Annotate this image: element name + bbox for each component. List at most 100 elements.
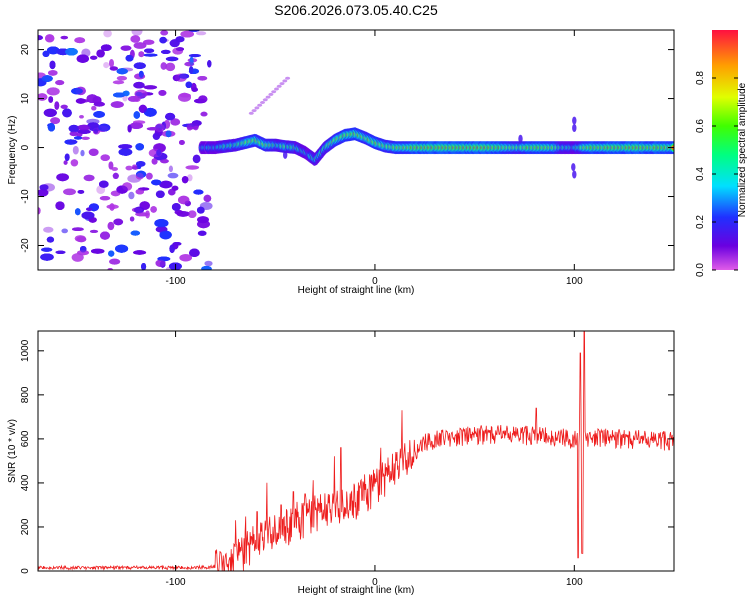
noise-cell: [110, 101, 124, 108]
noise-cell: [63, 188, 76, 196]
noise-cell: [125, 165, 133, 171]
noise-cell: [69, 131, 79, 137]
noise-cell: [87, 122, 99, 129]
noise-cell: [38, 207, 41, 215]
noise-cell: [189, 56, 194, 66]
noise-cell: [158, 90, 167, 96]
noise-cell: [75, 98, 86, 104]
noise-cell: [133, 42, 147, 49]
noise-cell: [184, 200, 191, 207]
noise-cell: [203, 194, 212, 202]
noise-cell: [150, 206, 157, 213]
noise-cell: [112, 172, 119, 179]
noise-cell: [71, 253, 84, 262]
noise-cell: [176, 47, 184, 51]
noise-cell: [48, 70, 58, 76]
noise-cell: [89, 229, 99, 233]
noise-cell: [135, 188, 144, 195]
noise-cell: [171, 185, 179, 191]
noise-cell: [93, 101, 105, 107]
noise-cell: [75, 133, 83, 137]
noise-cell: [92, 96, 102, 105]
noise-cell: [178, 195, 190, 205]
noise-cell: [48, 96, 54, 103]
noise-cell: [79, 115, 84, 119]
noise-cell: [184, 200, 191, 207]
noise-cell: [185, 165, 200, 170]
noise-cell: [197, 230, 207, 236]
noise-cell: [90, 55, 98, 60]
noise-cell: [106, 204, 119, 209]
spectrogram-x-label: Height of straight line (km): [298, 285, 415, 296]
noise-cell: [112, 172, 119, 179]
noise-cell: [108, 161, 114, 170]
noise-cell: [100, 154, 110, 161]
noise-cell: [151, 179, 162, 186]
noise-cell: [89, 229, 99, 233]
noise-cell: [120, 45, 132, 51]
noise-cell: [153, 143, 166, 153]
noise-cell: [200, 111, 208, 117]
noise-cell: [125, 54, 134, 62]
noise-cell: [109, 258, 121, 265]
noise-cell: [99, 196, 111, 201]
noise-cell: [86, 94, 98, 103]
noise-cell: [77, 250, 89, 256]
noise-cell: [176, 47, 184, 51]
noise-cell: [198, 95, 208, 103]
snr-series-line: [38, 331, 674, 571]
noise-cell: [268, 92, 274, 96]
noise-cell: [143, 107, 157, 117]
noise-cell: [133, 250, 147, 255]
noise-cell: [178, 92, 191, 102]
noise-cell: [180, 30, 194, 38]
noise-cell: [112, 80, 125, 85]
noise-cell: [110, 101, 124, 108]
noise-cell: [63, 160, 68, 165]
noise-cell: [150, 206, 157, 213]
noise-cell: [207, 60, 212, 68]
noise-cell: [90, 55, 98, 60]
ridge-cell: [572, 124, 577, 132]
noise-cell: [160, 62, 167, 70]
snr-x-ticks: -100 0 100: [166, 331, 583, 588]
noise-cell: [158, 90, 167, 96]
noise-cell: [200, 111, 208, 117]
noise-cell: [109, 258, 121, 265]
noise-cell: [176, 47, 184, 51]
noise-cell: [153, 143, 166, 153]
snr-x-label: Height of straight line (km): [298, 585, 415, 596]
noise-cell: [76, 236, 87, 243]
noise-cell: [194, 98, 207, 104]
ridge-cell: [571, 163, 576, 172]
noise-cell: [160, 30, 169, 36]
noise-cell: [176, 47, 184, 51]
noise-cell: [146, 127, 160, 131]
noise-cell: [46, 87, 60, 96]
noise-cell: [50, 117, 60, 124]
noise-cell: [71, 253, 84, 262]
ridge-cell: [518, 134, 523, 143]
y-tick-label: 600: [20, 430, 31, 447]
noise-cell: [110, 190, 121, 197]
noise-cell: [47, 46, 60, 55]
noise-cell: [129, 122, 143, 129]
noise-cell: [109, 258, 121, 265]
noise-cell: [136, 161, 146, 167]
noise-cell: [251, 109, 257, 113]
noise-cell: [96, 49, 105, 58]
noise-cell: [93, 101, 105, 107]
noise-cell: [257, 103, 263, 107]
noise-cell: [133, 250, 147, 255]
noise-cell: [171, 185, 179, 191]
noise-cell: [111, 167, 118, 171]
noise-cell: [106, 204, 119, 209]
noise-cell: [116, 76, 127, 81]
noise-cell: [75, 98, 86, 104]
noise-cell: [113, 218, 124, 226]
noise-cell: [127, 124, 132, 133]
noise-cell: [83, 174, 95, 182]
noise-cell: [187, 210, 197, 218]
noise-cell: [110, 101, 124, 108]
noise-cell: [116, 185, 128, 194]
